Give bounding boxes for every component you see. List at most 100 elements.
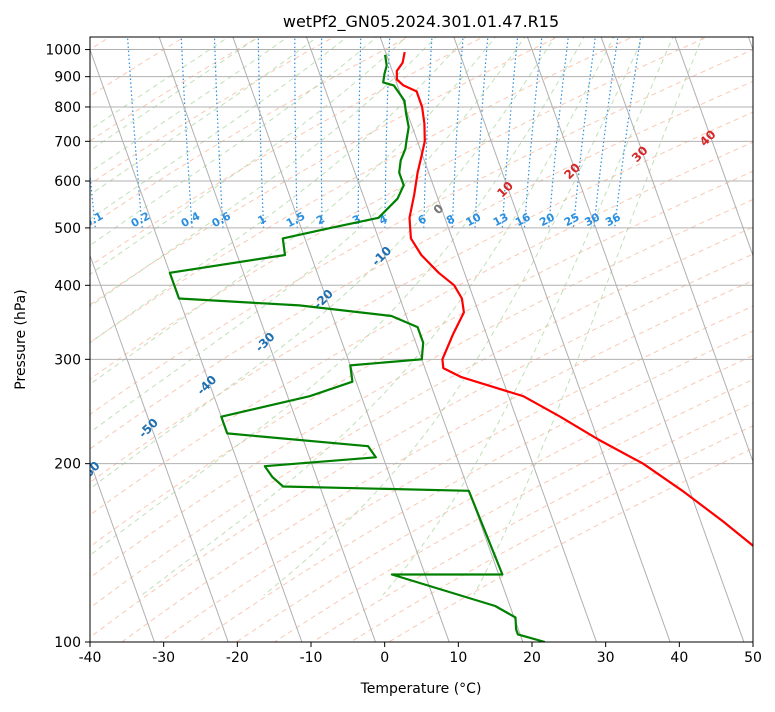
- y-tick-label: 100: [54, 635, 81, 651]
- isotherm-line: [527, 35, 749, 656]
- mixing-ratio-label: 1.5: [284, 209, 307, 230]
- y-tick-label: 600: [54, 174, 81, 190]
- dry-adiabat-line: [8, 35, 775, 642]
- mixing-ratio-line: [181, 35, 192, 228]
- y-tick-label: 400: [54, 278, 81, 294]
- x-tick-label: 0: [380, 650, 389, 666]
- mixing-ratio-label: 2: [314, 212, 327, 227]
- y-tick-label: 800: [54, 100, 81, 116]
- mixing-ratio-line: [525, 35, 543, 228]
- mixing-ratio-line: [77, 35, 95, 228]
- dry-adiabat-line: [274, 35, 775, 642]
- dry-adiabat-line: [84, 35, 775, 642]
- dry-adiabat-line: [0, 35, 263, 642]
- moist-adiabat-line: [0, 35, 379, 596]
- mixing-ratio-label: 16: [513, 210, 533, 229]
- dry-adiabat-line: [0, 35, 413, 642]
- x-tick-label: -30: [152, 650, 175, 666]
- isotherm-line: [11, 35, 233, 656]
- x-tick-label: 50: [744, 650, 762, 666]
- x-tick-label: -10: [300, 650, 323, 666]
- dry-adiabat-line: [0, 35, 775, 642]
- moist-adiabat-label: 20: [561, 160, 583, 182]
- isotherm-line: [306, 35, 528, 656]
- isotherm-label: -50: [136, 416, 161, 441]
- x-tick-label: -40: [79, 650, 102, 666]
- dry-adiabat-line: [389, 35, 775, 642]
- isotherm-label: -10: [369, 244, 394, 269]
- isotherm-line: [85, 35, 307, 656]
- isotherm-label: -70: [19, 502, 44, 527]
- dry-adiabat-line: [313, 35, 775, 642]
- moist-adiabat-label: 30: [629, 143, 651, 165]
- isotherm-line: [0, 35, 12, 656]
- mixing-ratio-label: 13: [491, 210, 511, 229]
- mixing-ratio-label: 36: [603, 210, 623, 229]
- x-tick-label: 30: [597, 650, 615, 666]
- dry-adiabat-line: [0, 35, 775, 642]
- dry-adiabat-line: [198, 35, 775, 642]
- mixing-ratio-label: 3: [350, 212, 363, 227]
- y-tick-label: 900: [54, 70, 81, 86]
- moist-adiabat-label: 40: [697, 127, 719, 149]
- mixing-ratio-label: 1: [256, 212, 269, 227]
- dewpoint-profile-line: [170, 55, 545, 642]
- mixing-ratio-line: [475, 35, 488, 228]
- chart-title: wetPf2_GN05.2024.301.01.47.R15: [283, 12, 559, 32]
- temperature-profile-line: [397, 52, 775, 634]
- y-axis-label: Pressure (hPa): [13, 289, 29, 389]
- mixing-ratio-label: 10: [464, 210, 484, 229]
- moist-adiabat-line: [0, 35, 468, 596]
- isotherm-line: [600, 35, 775, 656]
- dry-adiabat-line: [0, 35, 713, 642]
- x-axis-label: Temperature (°C): [360, 681, 482, 697]
- moist-adiabat-label: 10: [494, 179, 516, 201]
- y-tick-label: 700: [54, 134, 81, 150]
- mixing-ratio-line: [452, 35, 463, 228]
- y-tick-label: 200: [54, 457, 81, 473]
- isotherm-line: [674, 35, 775, 656]
- dry-adiabat-line: [0, 35, 775, 642]
- mixing-ratio-line: [214, 35, 223, 228]
- isotherm-label: -30: [252, 330, 277, 355]
- mixing-ratio-line: [358, 35, 361, 228]
- mixing-ratio-label: 0.4: [179, 209, 203, 230]
- mixing-ratio-label: 20: [537, 210, 557, 229]
- mixing-ratio-line: [321, 35, 322, 228]
- grid-lines: [0, 35, 775, 656]
- moist-adiabat-line: [0, 35, 409, 596]
- x-tick-label: 20: [523, 650, 541, 666]
- mixing-ratio-label: 0.1: [82, 209, 105, 230]
- mixing-ratio-label: 6: [416, 212, 429, 227]
- moist-adiabat-line: [0, 35, 556, 596]
- x-tick-label: 10: [449, 650, 467, 666]
- dry-adiabat-line: [0, 35, 563, 642]
- dry-adiabat-line: [160, 35, 775, 642]
- moist-adiabat-line: [0, 35, 291, 596]
- mixing-ratio-line: [258, 35, 263, 228]
- x-tick-label: -20: [226, 650, 249, 666]
- mixing-ratio-label: 0.6: [210, 209, 234, 230]
- mixing-ratio-line: [295, 35, 298, 228]
- mixing-ratio-line: [615, 35, 641, 228]
- y-tick-label: 1000: [45, 43, 81, 59]
- axes: -40 -30 -20 -10 0 10 20 30 40 50 1000 900 800 700 600 5…: [45, 43, 762, 666]
- x-tick-label: 40: [670, 650, 688, 666]
- dry-adiabat-line: [0, 35, 775, 642]
- mixing-ratio-label: 30: [582, 210, 602, 229]
- moist-adiabat-line: [0, 35, 232, 596]
- isotherm-label: -40: [194, 373, 219, 398]
- moist-adiabat-line: [0, 35, 350, 596]
- y-tick-label: 500: [54, 221, 81, 237]
- mixing-ratio-label: 8: [444, 212, 457, 227]
- mixing-ratio-label: 25: [562, 210, 582, 229]
- isotherm-line: [748, 35, 775, 656]
- y-tick-label: 300: [54, 352, 81, 368]
- dry-adiabat-line: [0, 35, 488, 642]
- dry-adiabat-line: [0, 35, 775, 642]
- background-lines: [0, 35, 775, 642]
- mixing-ratio-line: [594, 35, 618, 228]
- moist-adiabat-line: [39, 35, 585, 596]
